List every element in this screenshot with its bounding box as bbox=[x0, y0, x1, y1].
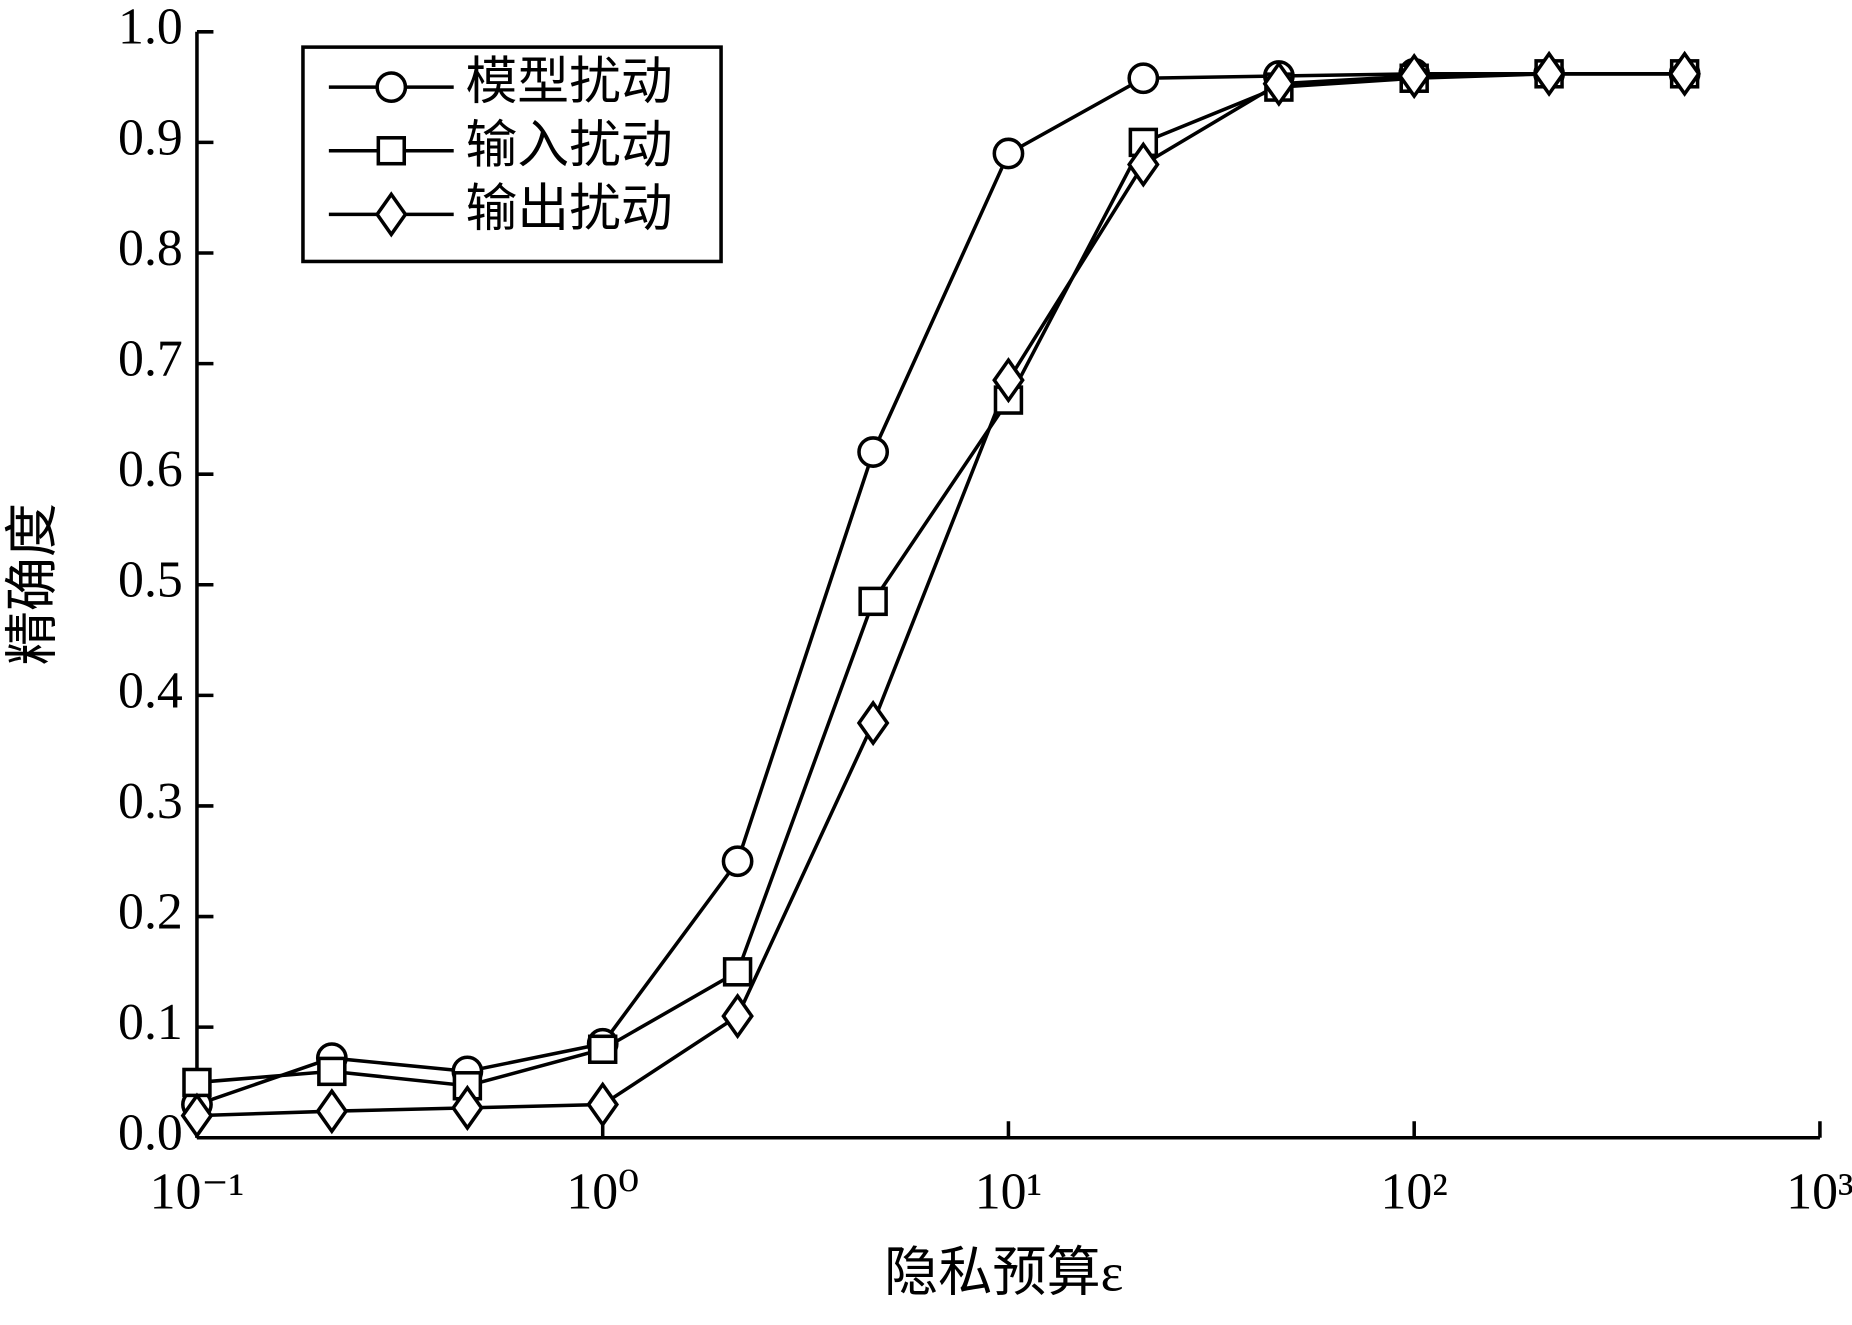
data-point bbox=[317, 1056, 347, 1087]
y-tick-label: 0.9 bbox=[118, 109, 183, 166]
y-tick-label: 0.1 bbox=[118, 994, 183, 1051]
x-tick-label: 10² bbox=[1381, 1164, 1448, 1221]
data-point bbox=[721, 845, 754, 878]
series-line bbox=[196, 72, 1685, 1107]
data-point bbox=[451, 1084, 484, 1131]
x-tick-label: 10³ bbox=[1786, 1164, 1852, 1221]
data-point bbox=[856, 699, 890, 747]
y-tick-label: 0.5 bbox=[118, 552, 183, 609]
y-tick-label: 0.0 bbox=[118, 1105, 183, 1162]
y-tick-label: 1.0 bbox=[118, 0, 183, 56]
data-point bbox=[1668, 50, 1701, 97]
x-tick-label: 10⁰ bbox=[566, 1164, 639, 1221]
data-point bbox=[1397, 52, 1431, 100]
y-tick-label: 0.3 bbox=[118, 773, 183, 830]
legend-label: 输出扰动 bbox=[465, 181, 672, 238]
data-point bbox=[722, 957, 753, 987]
data-point bbox=[992, 357, 1025, 404]
data-point bbox=[1127, 62, 1160, 95]
data-point bbox=[587, 1034, 618, 1064]
y-axis-label: 精确度 bbox=[2, 503, 62, 665]
data-point bbox=[315, 1088, 349, 1135]
legend-marker bbox=[376, 136, 407, 166]
legend-label: 输入扰动 bbox=[465, 118, 672, 175]
y-tick-label: 0.8 bbox=[118, 220, 183, 277]
data-point bbox=[992, 137, 1025, 170]
legend-label: 模型扰动 bbox=[465, 54, 672, 111]
data-point bbox=[857, 436, 890, 468]
y-tick-label: 0.6 bbox=[118, 441, 183, 498]
legend-marker bbox=[374, 191, 408, 238]
y-tick-label: 0.4 bbox=[118, 662, 183, 719]
data-point bbox=[721, 992, 754, 1040]
data-point bbox=[180, 1092, 214, 1139]
y-tick-label: 0.2 bbox=[118, 883, 183, 940]
data-point bbox=[858, 586, 888, 617]
series-line bbox=[196, 72, 1685, 1088]
data-point bbox=[182, 1067, 212, 1098]
y-tick-label: 0.7 bbox=[118, 330, 183, 387]
data-point bbox=[1262, 60, 1296, 107]
legend-box bbox=[301, 45, 723, 264]
data-point bbox=[586, 1081, 619, 1128]
data-point bbox=[1532, 50, 1566, 97]
x-axis-label: 隐私预算ε bbox=[884, 1242, 1123, 1302]
series-line bbox=[196, 72, 1685, 1118]
data-point bbox=[1127, 141, 1160, 188]
x-tick-label: 10⁻¹ bbox=[150, 1164, 245, 1221]
legend-marker bbox=[375, 71, 408, 104]
x-tick-label: 10¹ bbox=[975, 1164, 1042, 1221]
